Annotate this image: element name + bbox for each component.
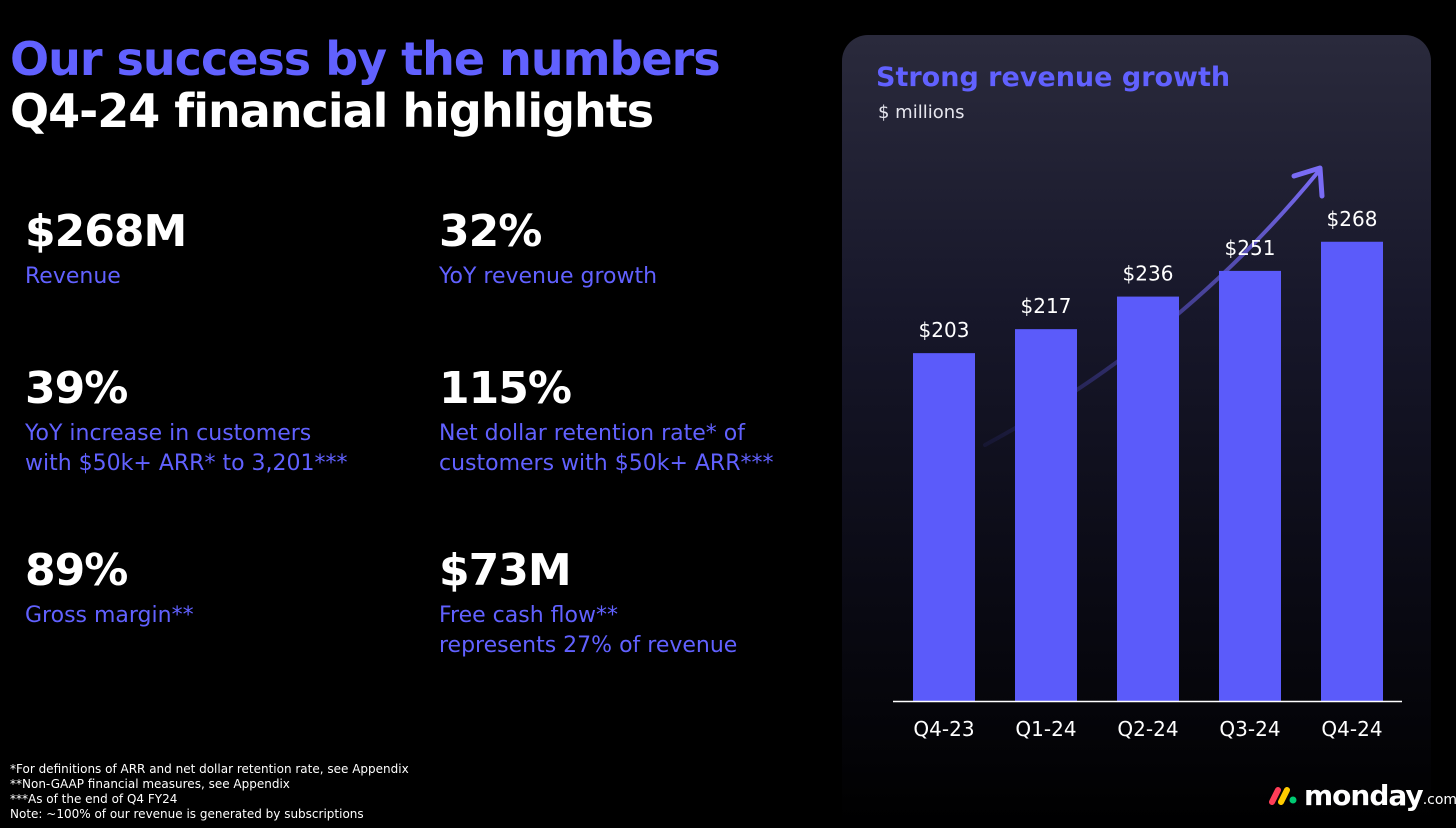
bar — [1117, 296, 1179, 701]
footnote: **Non-GAAP financial measures, see Appen… — [10, 777, 290, 791]
bar-value-label: $251 — [1225, 236, 1276, 260]
stat-label: Free cash flow** represents 27% of reven… — [439, 603, 738, 658]
stat-value: $73M — [439, 545, 572, 596]
footnote: *For definitions of ARR and net dollar r… — [10, 762, 409, 776]
logo-suffix: .com — [1422, 792, 1456, 808]
footnotes: *For definitions of ARR and net dollar r… — [10, 762, 409, 822]
stat-value: 32% — [439, 206, 542, 257]
bar-value-label: $236 — [1123, 262, 1174, 286]
chart-title: Strong revenue growth — [876, 62, 1231, 93]
stat-free-cash-flow: $73M Free cash flow** represents 27% of … — [439, 545, 737, 661]
growth-arrow-head — [1291, 165, 1325, 199]
monday-logo-icon — [1269, 787, 1297, 805]
x-tick-label: Q3-24 — [1219, 717, 1280, 741]
bar-value-label: $217 — [1021, 294, 1072, 318]
page-subtitle: Q4-24 financial highlights — [10, 84, 654, 138]
bar — [1015, 329, 1077, 701]
stat-customers-increase: 39% YoY increase in customers with $50k+… — [25, 363, 348, 479]
stat-revenue: $268M Revenue — [25, 206, 187, 292]
stat-value: 115% — [439, 363, 572, 414]
stat-gross-margin: 89% Gross margin** — [25, 545, 194, 631]
stat-label: YoY revenue growth — [439, 264, 658, 289]
stat-yoy-growth: 32% YoY revenue growth — [439, 206, 657, 292]
stat-label: Revenue — [25, 264, 121, 289]
bar — [1321, 241, 1383, 702]
x-tick-label: Q1-24 — [1015, 717, 1076, 741]
page-title: Our success by the numbers — [10, 32, 721, 86]
stat-value: 39% — [25, 363, 128, 414]
x-tick-label: Q4-24 — [1321, 717, 1382, 741]
stat-label: Gross margin** — [25, 603, 194, 628]
footnote: ***As of the end of Q4 FY24 — [10, 792, 178, 806]
logo-word: monday — [1304, 778, 1424, 812]
monday-logo: monday .com — [1268, 778, 1456, 812]
bar-value-label: $203 — [919, 318, 970, 342]
bar — [913, 353, 975, 701]
x-tick-label: Q4-23 — [913, 717, 974, 741]
x-tick-label: Q2-24 — [1117, 717, 1178, 741]
footnote: Note: ~100% of our revenue is generated … — [10, 807, 364, 821]
stat-label: YoY increase in customers with $50k+ ARR… — [25, 421, 348, 476]
stat-value: 89% — [25, 545, 128, 596]
chart-subtitle: $ millions — [878, 102, 965, 123]
stat-label: Net dollar retention rate* of customers … — [439, 421, 774, 476]
bar — [1219, 270, 1281, 701]
stat-net-dollar-retention: 115% Net dollar retention rate* of custo… — [439, 363, 774, 479]
stat-value: $268M — [25, 206, 187, 257]
bar-value-label: $268 — [1327, 207, 1378, 231]
